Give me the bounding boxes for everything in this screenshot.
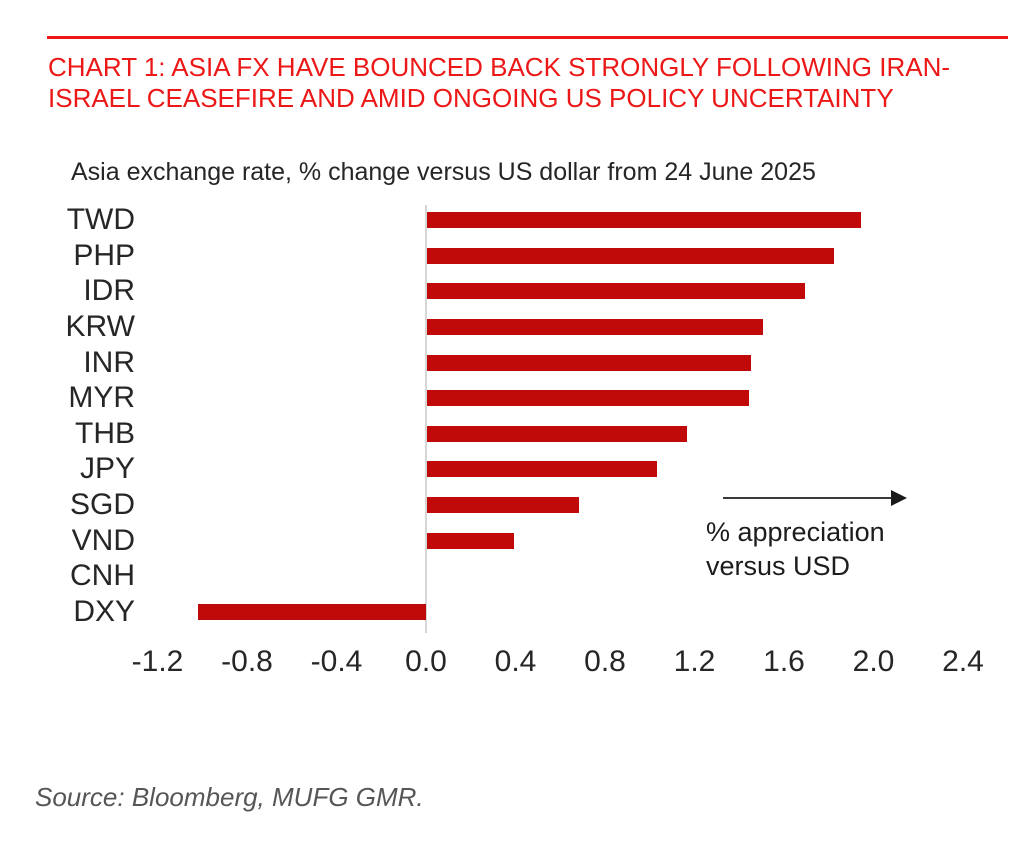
bar-jpy	[427, 461, 658, 478]
category-label-cnh: CNH	[70, 559, 135, 593]
bar-krw	[427, 318, 763, 335]
x-tick-label: 1.6	[763, 645, 805, 678]
bar-vnd	[427, 532, 515, 549]
category-label-krw: KRW	[65, 309, 135, 343]
chart-title-line1: CHART 1: ASIA FX HAVE BOUNCED BACK STRON…	[48, 52, 951, 82]
x-tick-label: 0.0	[405, 645, 447, 678]
category-label-vnd: VND	[71, 523, 135, 557]
chart-title: CHART 1: ASIA FX HAVE BOUNCED BACK STRON…	[48, 52, 988, 114]
category-label-dxy: DXY	[73, 595, 135, 629]
bar-thb	[427, 425, 687, 442]
category-label-jpy: JPY	[79, 452, 135, 486]
bar-dxy	[197, 604, 426, 621]
x-tick-label: 0.4	[494, 645, 537, 678]
category-label-sgd: SGD	[69, 488, 135, 522]
x-tick-label: 2.0	[852, 645, 895, 678]
x-tick-label: 1.2	[673, 645, 716, 678]
chart-title-line2: ISRAEL CEASEFIRE AND AMID ONGOING US POL…	[48, 83, 894, 113]
appreciation-annotation-line1: % appreciation	[706, 517, 885, 547]
bar-php	[427, 247, 835, 264]
x-tick-label: 0.8	[584, 645, 626, 678]
x-tick-label: -0.4	[310, 645, 363, 678]
zero-axis-line	[425, 205, 427, 633]
category-label-php: PHP	[73, 238, 135, 272]
x-tick-label: 2.4	[942, 645, 984, 678]
category-label-idr: IDR	[83, 274, 135, 308]
source-note: Source: Bloomberg, MUFG GMR.	[35, 782, 424, 812]
appreciation-annotation-line2: versus USD	[706, 551, 851, 581]
bar-inr	[427, 354, 752, 371]
category-label-thb: THB	[75, 416, 135, 450]
bar-idr	[427, 283, 806, 300]
bar-sgd	[427, 497, 580, 514]
category-label-inr: INR	[83, 345, 135, 379]
bar-myr	[427, 390, 750, 407]
x-tick-label: -0.8	[221, 645, 273, 678]
appreciation-arrow-line	[723, 497, 893, 499]
category-label-myr: MYR	[68, 381, 135, 415]
chart-subtitle: Asia exchange rate, % change versus US d…	[71, 158, 816, 186]
appreciation-annotation: % appreciation versus USD	[706, 515, 885, 583]
category-label-twd: TWD	[66, 203, 135, 236]
x-tick-label: -1.2	[131, 645, 184, 678]
appreciation-arrow-head-icon	[891, 490, 907, 506]
top-divider-line	[47, 36, 1008, 39]
bar-twd	[427, 212, 862, 228]
